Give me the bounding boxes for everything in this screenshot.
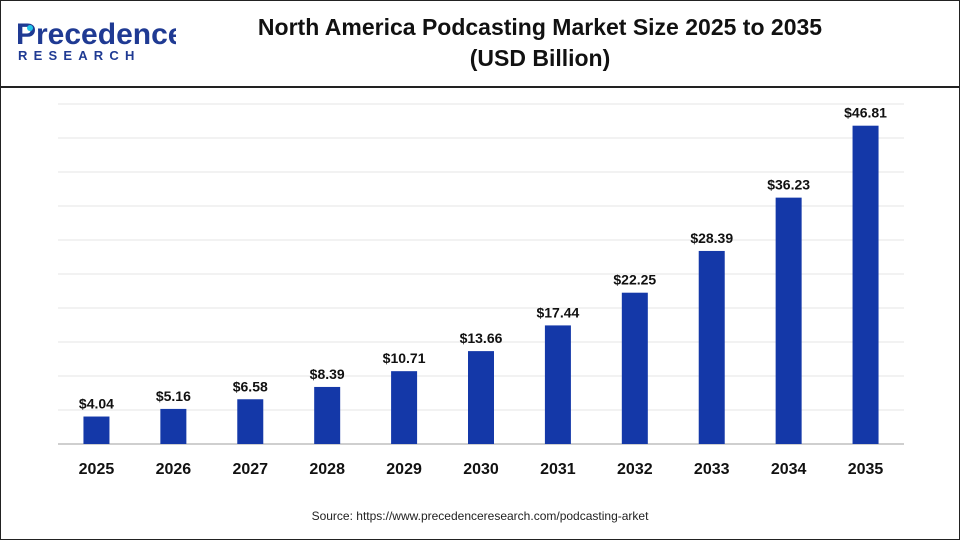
bar-2030 — [468, 351, 494, 444]
bar-2033 — [698, 250, 725, 444]
bar-2034 — [775, 197, 802, 444]
header: Precedence RESEARCH North America Podcas… — [0, 0, 960, 88]
x-tick-label-2025: 2025 — [79, 461, 115, 478]
logo-wordmark: Precedence — [16, 18, 176, 51]
data-label-2028: $8.39 — [310, 366, 345, 382]
x-tick-label-2032: 2032 — [617, 461, 653, 478]
precedence-research-logo: Precedence RESEARCH — [16, 18, 176, 63]
bar-2029 — [391, 371, 418, 444]
bar-2032 — [621, 292, 648, 444]
data-label-2027: $6.58 — [233, 378, 268, 394]
logo-subtitle: RESEARCH — [18, 48, 141, 63]
x-tick-label-2029: 2029 — [386, 461, 422, 478]
data-label-2031: $17.44 — [536, 304, 579, 320]
data-label-2033: $28.39 — [690, 230, 733, 246]
chart-title: North America Podcasting Market Size 202… — [180, 12, 900, 74]
bar-2031 — [544, 325, 571, 444]
chart-title-line1: North America Podcasting Market Size 202… — [257, 14, 823, 40]
x-tick-label-2030: 2030 — [463, 461, 499, 478]
bar-2026 — [160, 408, 187, 444]
x-tick-label-2028: 2028 — [309, 461, 345, 478]
data-label-2035: $46.81 — [844, 105, 887, 121]
x-tick-label-2027: 2027 — [232, 461, 268, 478]
bar-2028 — [314, 386, 341, 444]
bar-2027 — [237, 399, 264, 444]
bar-2035 — [852, 125, 879, 444]
x-tick-label-2035: 2035 — [848, 461, 884, 478]
x-tick-label-2034: 2034 — [771, 461, 807, 478]
x-tick-label-2026: 2026 — [156, 461, 192, 478]
data-label-2029: $10.71 — [383, 350, 426, 366]
source-citation: Source: https://www.precedenceresearch.c… — [311, 509, 649, 523]
data-label-2030: $13.66 — [460, 330, 503, 346]
data-label-2026: $5.16 — [156, 388, 191, 404]
x-tick-label-2031: 2031 — [540, 461, 576, 478]
x-tick-label-2033: 2033 — [694, 461, 730, 478]
data-label-2034: $36.23 — [767, 177, 810, 193]
bar-2025 — [83, 416, 110, 444]
data-label-2032: $22.25 — [613, 272, 656, 288]
chart-title-line2: (USD Billion) — [469, 45, 611, 71]
data-label-2025: $4.04 — [79, 396, 114, 412]
bar-chart: $4.04 2025 $5.16 2026 $6.58 2027 $8.39 2028 $10.… — [58, 103, 904, 478]
